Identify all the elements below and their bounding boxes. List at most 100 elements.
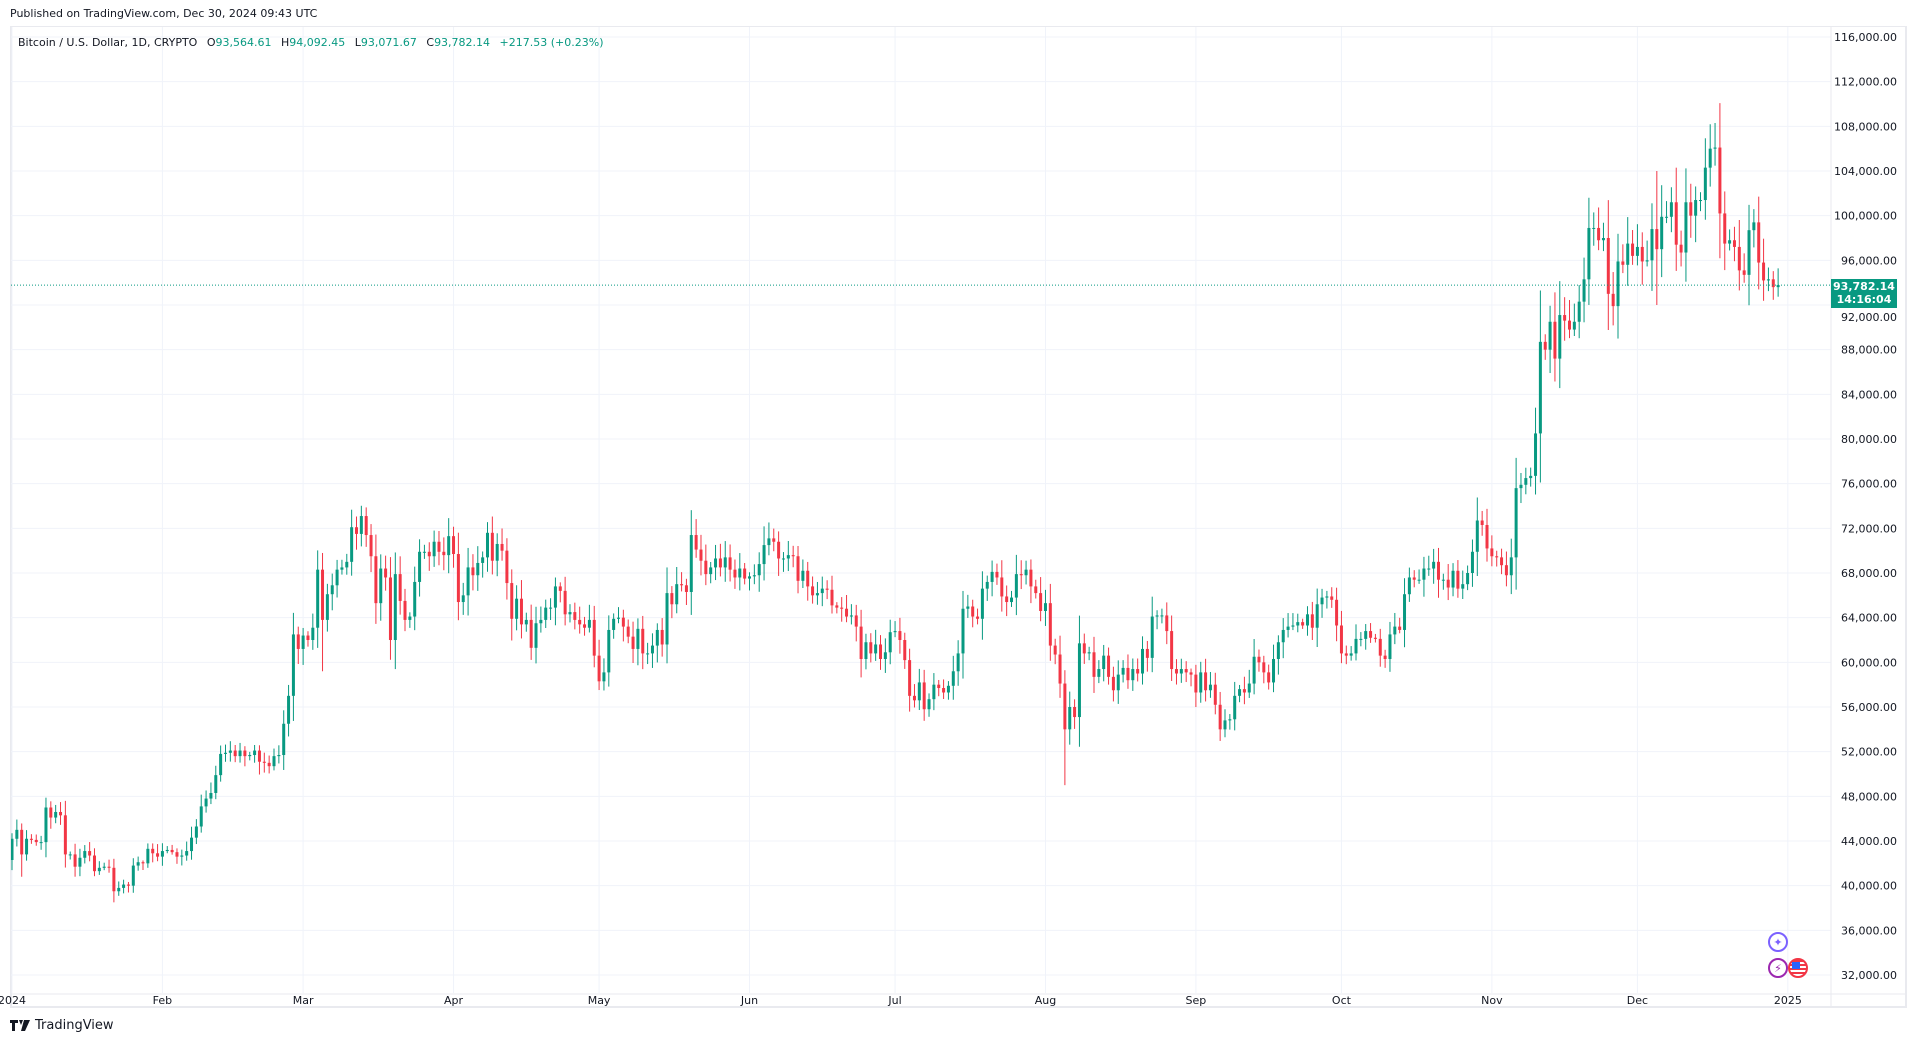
candle-body	[11, 838, 14, 860]
candle-body	[374, 556, 378, 604]
candle-body	[990, 571, 994, 582]
candle	[490, 516, 494, 575]
candle-body	[1674, 202, 1678, 245]
candle	[485, 522, 489, 572]
candle	[160, 843, 164, 866]
candle-body	[1272, 658, 1276, 683]
candle	[1155, 610, 1159, 630]
candle-body	[786, 555, 790, 559]
candle	[107, 859, 111, 873]
candle-body	[117, 887, 121, 892]
candle	[345, 553, 349, 575]
candle-body	[1335, 599, 1339, 626]
candle	[209, 782, 213, 805]
candle	[301, 627, 305, 665]
candle	[680, 572, 684, 592]
candles	[11, 103, 1780, 903]
candle-body	[529, 619, 533, 648]
candle-body	[1102, 655, 1106, 670]
candle-body	[316, 569, 320, 628]
sparkle-icon[interactable]: ✦	[1768, 932, 1788, 952]
candle	[1194, 664, 1198, 708]
candle	[34, 834, 38, 846]
candle-body	[1611, 293, 1615, 307]
candle-body	[1451, 570, 1455, 588]
candle	[529, 604, 533, 660]
candle	[883, 638, 887, 673]
candle-body	[1708, 148, 1712, 168]
candle-body	[932, 684, 936, 700]
candle	[1034, 579, 1038, 599]
candle-body	[291, 634, 295, 696]
candle	[1223, 709, 1227, 738]
candle-body	[97, 867, 101, 872]
candle	[1087, 646, 1091, 661]
candle-body	[262, 761, 266, 763]
candle-body	[369, 535, 373, 557]
candle	[646, 642, 650, 665]
candle	[257, 745, 261, 775]
y-tick-label: 44,000.00	[1841, 835, 1897, 848]
candle	[752, 564, 756, 585]
candle	[219, 745, 223, 782]
candle	[316, 550, 320, 648]
candle	[117, 881, 121, 896]
tradingview-logo[interactable]: TradingView	[10, 1018, 114, 1033]
candle	[568, 604, 572, 623]
candle	[1592, 212, 1596, 246]
candle-body	[190, 837, 194, 852]
candle-body	[1436, 561, 1440, 580]
candle	[1073, 699, 1077, 729]
candle	[1179, 658, 1183, 683]
candle	[1010, 590, 1014, 607]
candle-body	[1558, 315, 1562, 359]
x-tick-label: Jun	[740, 994, 758, 1007]
candle-body	[485, 532, 489, 558]
x-tick-label: May	[588, 994, 611, 1007]
candle	[427, 542, 431, 571]
candle-body	[1388, 634, 1392, 659]
candle-body	[15, 829, 19, 839]
change-value: +217.53 (+0.23%)	[499, 36, 604, 49]
candle	[612, 613, 616, 639]
candle-body	[146, 848, 150, 864]
candle-body	[1058, 654, 1062, 684]
candle	[602, 658, 606, 691]
candle	[1281, 618, 1285, 659]
last-price-label: 93,782.14 14:16:04	[1831, 279, 1897, 308]
candle-body	[1747, 230, 1751, 275]
candle-body	[563, 590, 567, 615]
candle-body	[1509, 557, 1513, 576]
lightning-icon[interactable]: ⚡	[1768, 958, 1788, 978]
candle	[374, 534, 378, 624]
candle	[879, 635, 883, 670]
candle-body	[879, 644, 883, 659]
candle	[704, 544, 708, 586]
candle-body	[1475, 520, 1479, 552]
open-label: O	[206, 36, 216, 49]
candle-body	[1320, 597, 1324, 605]
candle-body	[1373, 637, 1377, 639]
candle	[422, 544, 426, 559]
grid	[11, 27, 1831, 993]
candle	[641, 615, 645, 670]
candle-body	[156, 853, 160, 857]
candle	[1077, 615, 1081, 747]
candle-body	[301, 635, 305, 649]
candle	[553, 577, 557, 626]
us-flag-icon[interactable]	[1788, 958, 1808, 978]
candle	[830, 575, 834, 614]
candle	[786, 540, 790, 572]
candle	[1369, 623, 1373, 643]
candle-body	[733, 569, 737, 578]
candle-body	[835, 605, 839, 608]
candle	[495, 533, 499, 577]
candle	[1092, 636, 1096, 693]
candle	[452, 526, 456, 568]
candle	[1563, 297, 1567, 341]
candle-body	[1252, 656, 1256, 684]
candle-body	[131, 865, 135, 886]
candle-body	[553, 586, 557, 608]
candle	[59, 802, 63, 825]
